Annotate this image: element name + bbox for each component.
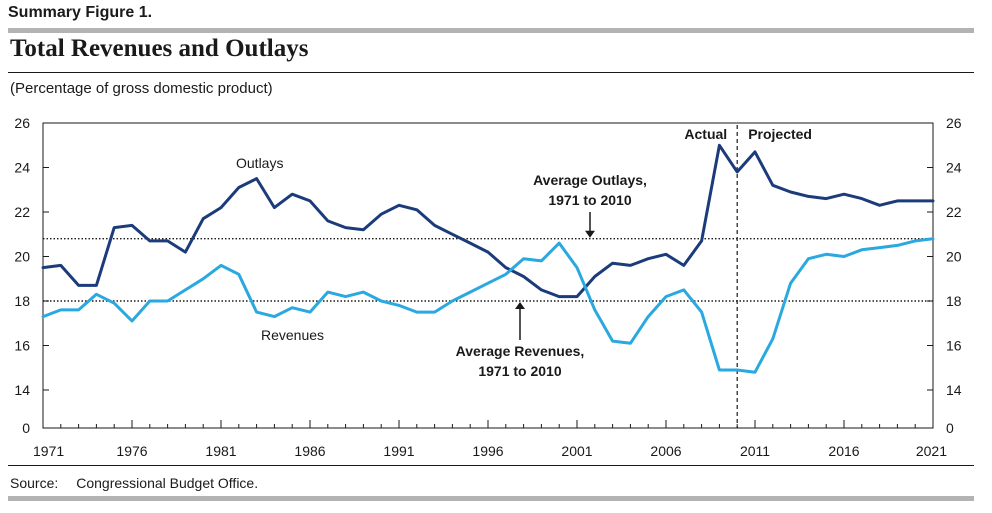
x-tick-label: 1986 [294, 443, 325, 459]
x-tick-label: 2016 [828, 443, 859, 459]
y-tick-label-right: 18 [946, 293, 962, 309]
x-tick-label: 2006 [650, 443, 681, 459]
y-tick-label-left: 0 [22, 420, 30, 436]
y-tick-label-left: 18 [14, 293, 30, 309]
x-tick-label: 2011 [740, 443, 770, 459]
projected-label: Projected [748, 126, 812, 142]
series-lines [41, 143, 935, 374]
source-note: Source: Congressional Budget Office. [10, 475, 258, 491]
y-tick-label-right: 22 [946, 204, 962, 220]
y-tick-label-left: 16 [14, 338, 30, 354]
y-tick-label-right: 16 [946, 338, 962, 354]
y-tick-label-left: 22 [14, 204, 30, 220]
y-tick-label-left: 20 [14, 249, 30, 265]
y-tick-label-right: 14 [946, 382, 962, 398]
figure-label: Summary Figure 1. [8, 4, 153, 21]
title-bottom-rule [8, 72, 974, 73]
y-tick-label-right: 20 [946, 249, 962, 265]
average-outlays-label: 1971 to 2010 [548, 192, 631, 208]
source-text: Congressional Budget Office. [76, 475, 259, 491]
title-top-rule [8, 28, 974, 33]
average-outlays-arrowhead [585, 230, 595, 238]
y-tick-label-left: 26 [14, 115, 30, 131]
average-revenues-label: Average Revenues, [456, 343, 585, 359]
source-label: Source: [10, 475, 59, 491]
chart-title: Total Revenues and Outlays [10, 35, 309, 62]
x-tick-label: 1976 [116, 443, 147, 459]
outlays-label: Outlays [236, 155, 283, 171]
y-tick-label-left: 24 [14, 160, 30, 176]
y-tick-label-left: 14 [14, 382, 30, 398]
source-top-rule [8, 465, 974, 466]
y-tick-label-right: 0 [946, 420, 954, 436]
y-tick-label-right: 24 [946, 160, 962, 176]
reference-lines [43, 125, 933, 428]
x-tick-label: 1971 [33, 443, 64, 459]
x-tick-label: 2001 [561, 443, 592, 459]
outlays-line [41, 143, 935, 299]
average-revenues-label: 1971 to 2010 [478, 363, 561, 379]
revenues-line [41, 237, 935, 374]
y-tick-label-right: 26 [946, 115, 962, 131]
plot-frame [42, 122, 934, 429]
average-outlays-label: Average Outlays, [533, 172, 647, 188]
bottom-rule [8, 496, 974, 501]
x-tick-label: 1991 [383, 443, 414, 459]
x-tick-label: 2021 [916, 443, 947, 459]
revenues-label: Revenues [261, 327, 324, 343]
x-tick-label: 1981 [205, 443, 236, 459]
average-revenues-arrowhead [515, 302, 525, 309]
annotations: Outlays Revenues Actual Projected Average Ou… [236, 126, 812, 379]
x-tick-label: 1996 [472, 443, 503, 459]
actual-label: Actual [684, 126, 727, 142]
chart-subtitle: (Percentage of gross domestic product) [10, 80, 273, 97]
